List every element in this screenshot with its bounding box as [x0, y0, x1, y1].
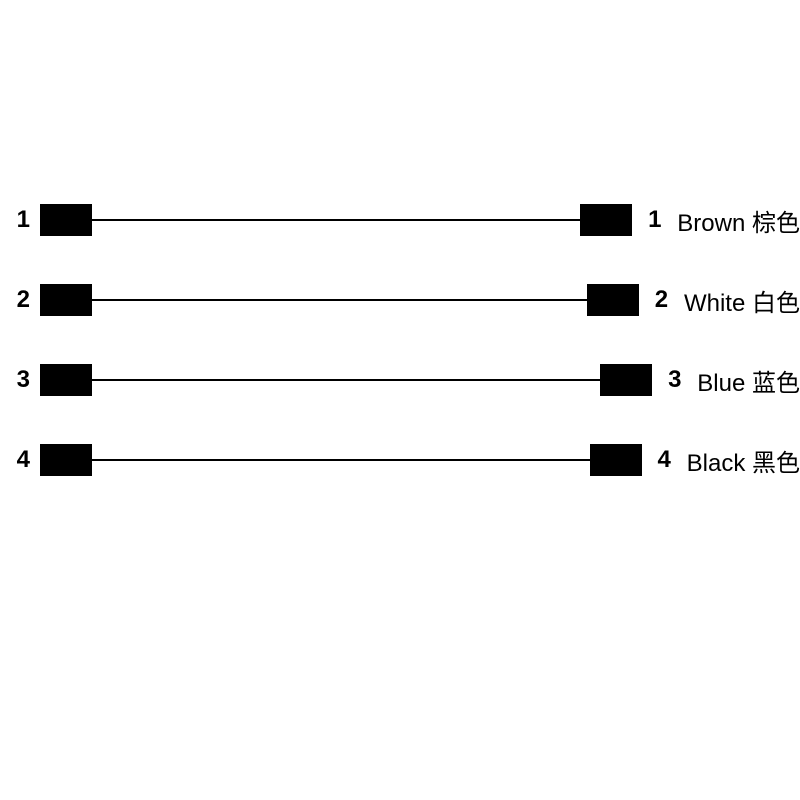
left-pin-number: 1 — [0, 206, 30, 234]
right-pin-number: 1 — [642, 206, 667, 234]
color-zh: 白色 — [752, 290, 800, 317]
right-pin-number: 3 — [662, 366, 687, 394]
wire-row: 1 1 Brown 棕色 — [0, 200, 800, 240]
left-terminal-block — [40, 284, 92, 316]
left-terminal-block — [40, 204, 92, 236]
color-zh: 黑色 — [752, 450, 800, 477]
color-en: Blue — [697, 370, 745, 397]
wire-line — [92, 379, 600, 381]
left-pin-number: 3 — [0, 366, 30, 394]
left-terminal-block — [40, 444, 92, 476]
color-en: Black — [687, 450, 746, 477]
right-terminal-block — [587, 284, 639, 316]
right-terminal-block — [590, 444, 642, 476]
color-zh: 蓝色 — [752, 370, 800, 397]
right-pin-number: 4 — [652, 446, 677, 474]
left-terminal-block — [40, 364, 92, 396]
wire-line — [92, 219, 580, 221]
wire-line — [92, 299, 587, 301]
color-en: Brown — [677, 210, 745, 237]
left-pin-number: 4 — [0, 446, 30, 474]
color-label: White 白色 — [684, 283, 800, 318]
left-pin-number: 2 — [0, 286, 30, 314]
right-pin-number: 2 — [649, 286, 674, 314]
color-label: Blue 蓝色 — [697, 363, 800, 398]
color-label: Black 黑色 — [687, 443, 800, 478]
color-en: White — [684, 290, 745, 317]
wire-row: 2 2 White 白色 — [0, 280, 800, 320]
wiring-diagram: 1 1 Brown 棕色 2 2 White 白色 3 3 Blue 蓝色 4 — [0, 200, 800, 520]
right-terminal-block — [600, 364, 652, 396]
wire-row: 4 4 Black 黑色 — [0, 440, 800, 480]
wire-row: 3 3 Blue 蓝色 — [0, 360, 800, 400]
color-label: Brown 棕色 — [677, 203, 800, 238]
right-terminal-block — [580, 204, 632, 236]
wire-line — [92, 459, 590, 461]
color-zh: 棕色 — [752, 210, 800, 237]
